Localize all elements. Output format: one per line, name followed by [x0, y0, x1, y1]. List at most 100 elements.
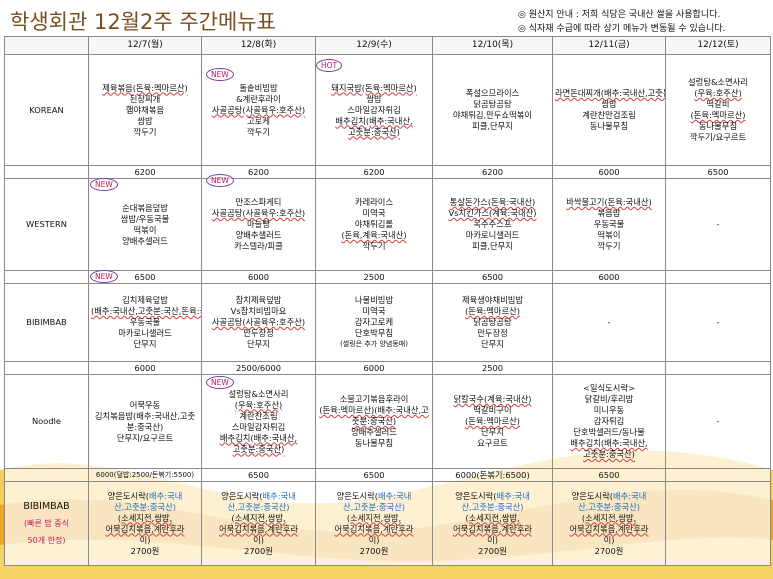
price-spacer — [4, 270, 89, 284]
price-spacer — [4, 165, 89, 179]
menu-item: 깍두기/요구르트 — [689, 132, 747, 142]
menu-item: 김치볶음밥(배추:국내산,고춧분:중국산) — [94, 410, 196, 432]
menu-cell: 김치제육덮밥 (배추:국내산,고춧분:국산,돈육:국내산) 우동국물 마카로니샐… — [88, 283, 202, 362]
menu-item: 마카로니샐러드 — [465, 230, 520, 240]
special-row: BIBIMBAB (빠른 밥 중식 50개 한정) 양은도시락(배추:국내 산,… — [4, 481, 771, 566]
menu-item: (소세지전,쌈밥, — [231, 512, 286, 523]
menu-cell: 라면돈대찌개(배추:국내산,고춧분:중국산) 쌈밥 계란찬만검조림 동나물무침 — [552, 54, 666, 166]
menu-item: 만조스파게티 — [235, 197, 282, 207]
menu-item: <일식도시락> — [582, 383, 636, 393]
menu-item: 감자튀김 — [593, 416, 625, 426]
menu-item-part: 배추:국내 — [262, 490, 296, 501]
menu-item: Vs치킨가스(계육:국내산) — [448, 208, 537, 218]
menu-item: 닭곰탕곰탕 — [473, 317, 512, 327]
price-cell: 6200 — [88, 165, 202, 179]
menu-item: 양은도시락(배추:국내 — [555, 491, 663, 502]
new-badge: NEW — [206, 376, 234, 389]
menu-item: 만두장정 — [477, 328, 508, 338]
category-special-note: (빠른 밥 중식 — [23, 519, 69, 528]
price-cell: 6500 — [665, 165, 771, 179]
menu-item: 양배추샐러드 — [122, 235, 168, 246]
menu-item: 야채튀김,만두쇼떡볶이 — [453, 110, 532, 120]
menu-item: 동나물무침 — [698, 121, 738, 131]
price-cell: 6000 — [552, 270, 666, 284]
menu-item: (셀링은 추가 양념동매) — [340, 340, 408, 348]
menu-item: 돌솥비빔밥 — [239, 82, 278, 93]
menu-item: 산,고춧분:중국산) — [577, 501, 641, 512]
menu-cell: 돼지국밥(돈육:멕마르산) 쌈밥 스마일감자튀김 배추김치(배추:국내산, 고춧… — [315, 54, 433, 166]
menu-item: (우육:호주산) — [694, 88, 742, 98]
menu-item: 소불고기볶음후라이 — [339, 394, 409, 404]
menu-item: 고로케 — [247, 115, 270, 126]
menu-cell: 양은도시락(배추:국내 산,고춧분:중국산) (소세지전,쌈밥, 어묵김치볶음,… — [432, 481, 553, 566]
category-western: WESTERN — [4, 178, 89, 271]
menu-item: 돼지국밥(돈육:멕마르산) — [331, 82, 417, 93]
menu-item: (돈육:멕마르산)(배추:국내산,고춧분:중국산) — [319, 405, 429, 426]
menu-item: 닭칼국수(계육:국내산) — [453, 394, 532, 404]
menu-item: 고춧분:중국산) — [348, 126, 400, 137]
menu-item: 산,고춧분:중국산) — [113, 501, 177, 512]
noodle-row: Noodle 어묵우동 김치볶음밥(배추:국내산,고춧분:중국산) 단무지/요구… — [4, 374, 771, 469]
menu-item: (배추:국내산,고춧분:국산,돈육:국내산) — [91, 306, 201, 316]
menu-item: (소세지전,쌈밥, — [117, 512, 173, 523]
menu-item: 깍두기 — [597, 241, 621, 251]
menu-item: 양배추샐러드 — [351, 427, 397, 437]
menu-item: 어묵우동 — [129, 399, 161, 410]
menu-item-part: 배추:국내 — [378, 490, 412, 501]
price-item: 2700원 — [130, 545, 160, 556]
menu-item: 어묵김치볶음,계란후라 — [334, 523, 414, 534]
menu-item: 카스텔라/피클 — [234, 241, 283, 251]
empty-cell: - — [665, 374, 771, 469]
menu-cell: 설렁탕&소면사리 (우육:호주산) 떡갈비 (돈육:멕마르산) 동나물무침 깍두… — [665, 54, 771, 166]
menu-item: 사골곰탕(사골육우:호주산) — [211, 208, 306, 218]
menu-cell: 제육볶음(돈육:멕마르산) 된장찌개 햄야채볶음 쌈밥 깍두기 — [88, 54, 202, 166]
day-header: 12/7(월) — [88, 36, 202, 55]
menu-item: 단무지/요구르트 — [116, 432, 174, 443]
price-cell: 6500 — [315, 468, 433, 482]
menu-item: 산,고춧분:중국산) — [342, 501, 406, 512]
menu-item: 제육볶음(돈육:멕마르산) — [102, 82, 188, 93]
menu-item: 감자고로케 — [354, 317, 394, 327]
western-row: WESTERN 순대볶음덮밥 쌈밥/우동국물 떡볶이 양배추샐러드 만조스파게티… — [4, 178, 771, 271]
bibimbab-row: BIBIMBAB 김치제육덮밥 (배추:국내산,고춧분:국산,돈육:국내산) 우… — [4, 283, 771, 362]
menu-item: 어묵김치볶음,계란후라 — [219, 523, 298, 534]
menu-item: &계란후라이 — [236, 93, 281, 104]
menu-item: 단무지 — [247, 339, 270, 349]
notice-line: ◎ 식자재 수급에 따라 상기 메뉴가 변동될 수 있습니다. — [518, 24, 726, 34]
price-cell: 6000 — [88, 361, 202, 375]
menu-cell: 만조스파게티 사골곰탕(사골육우:호주산) 마늘빵 양배추샐러드 카스텔라/피클 — [201, 178, 316, 271]
price-cell: 6200 — [315, 165, 433, 179]
menu-item: 햄야채볶음 — [125, 104, 165, 115]
menu-item: (소세지전,쌈밥, — [346, 512, 402, 523]
menu-item: 라면돈대찌개(배추:국내산,고춧분:중국산) — [555, 88, 665, 98]
menu-item: 양은도시락(배추:국내 — [435, 491, 550, 502]
menu-item: 쌈밥 — [137, 115, 153, 126]
menu-item: 마늘빵 — [247, 219, 270, 229]
menu-cell: 바싹불고기(돈육:국내산) 볶음밥 우동국물 떡볶이 깍두기 — [552, 178, 666, 271]
korean-row: KOREAN 제육볶음(돈육:멕마르산) 된장찌개 햄야채볶음 쌈밥 깍두기 돌… — [4, 54, 771, 166]
price-cell: 2500 — [315, 270, 433, 284]
menu-item: 단호박무침 — [354, 328, 394, 338]
category-noodle: Noodle — [4, 374, 89, 469]
menu-item: 계란찬만검조림 — [582, 110, 636, 120]
category-korean: KOREAN — [4, 54, 89, 166]
menu-item: (소세지전,쌈밥, — [465, 512, 520, 523]
menu-item: 된장찌개 — [129, 93, 161, 104]
menu-item: 단호박샐러드/동나물 — [573, 427, 645, 437]
price-cell: 2500/6000 — [201, 361, 316, 375]
menu-item: 쌈밥/우동국물 — [120, 213, 170, 224]
empty-cell: - — [552, 283, 666, 362]
menu-item: 깍두기 — [133, 126, 157, 137]
menu-item: 피클,단무지 — [472, 241, 513, 251]
price-cell: 6500 — [552, 468, 666, 482]
menu-item: 요구르트 — [477, 438, 508, 448]
price-spacer — [4, 361, 89, 375]
menu-item: 바싹불고기(돈육:국내산) — [566, 197, 652, 207]
empty-cell: - — [665, 178, 771, 271]
menu-item: 스마일감자튀김 — [347, 104, 401, 115]
new-badge: NEW — [206, 174, 234, 187]
menu-item: 어묵김치볶음,계란후라 — [105, 523, 185, 534]
menu-item-part: 양은도시락( — [336, 490, 379, 501]
menu-item: 계란찬조림 — [239, 410, 278, 421]
menu-item: (돈육,계육:국내산) — [341, 230, 407, 240]
